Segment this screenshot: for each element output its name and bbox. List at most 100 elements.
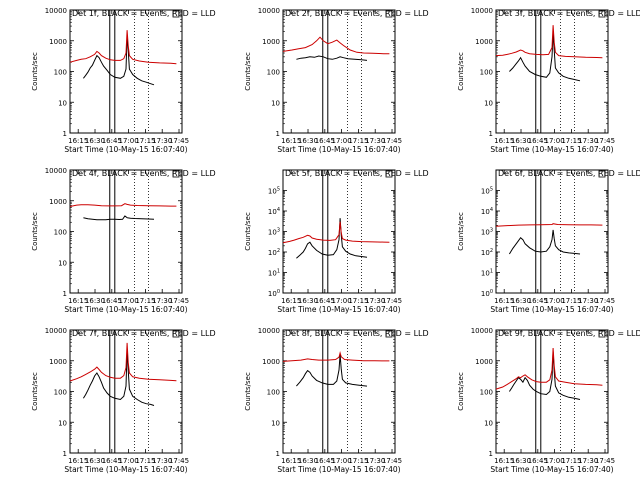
y-tick-label: 104 [481,207,493,216]
y-tick-label: 1 [489,130,493,138]
x-tick-label: 16:15 [68,137,88,145]
y-tick-label: 10 [58,419,67,427]
x-axis-title: Start Time (10-May-15 16:07:40) [64,145,187,154]
y-tick-label: 100 [268,289,280,298]
x-axis-title: Start Time (10-May-15 16:07:40) [490,145,613,154]
x-tick-label: 16:30 [298,457,318,465]
y-axis-label: Counts/sec [457,372,465,411]
chart-panel-2: Det 2f, BLACK = Events, RED = LLD 1 10 100 1… [244,7,429,154]
x-tick-label: 17:45 [382,297,402,305]
plot-frame [69,9,183,134]
y-tick-label: 1000 [262,358,280,366]
y-tick-exponent: 0 [490,289,493,295]
y-tick-label: 100 [54,69,67,77]
y-axis-label: Counts/sec [244,372,252,411]
y-tick-exponent: 5 [490,187,493,193]
x-tick-label: 16:45 [315,297,335,305]
x-tick-label: 17:30 [365,457,385,465]
x-tick-label: 16:45 [528,137,548,145]
chart-title: Det 1f, BLACK = Events, RED = LLD [72,9,216,18]
x-tick-label: 17:45 [595,137,615,145]
y-tick-label: 105 [268,187,280,196]
plot-frame [282,329,396,454]
x-axis-title: Start Time (10-May-15 16:07:40) [490,305,613,314]
chart-title: Det 6f, BLACK = Events, RED = LLD [498,169,640,178]
series-line-events [83,215,155,221]
chart-title: Det 9f, BLACK = Events, RED = LLD [498,329,640,338]
x-tick-label: 16:30 [85,137,105,145]
y-axis-label: Counts/sec [244,212,252,251]
y-tick-label: 100 [267,389,280,397]
x-tick-label: 17:15 [348,297,368,305]
y-tick-label: 10000 [471,327,493,335]
x-tick-label: 17:30 [578,457,598,465]
y-axis-label: Counts/sec [244,52,252,91]
y-tick-label: 1 [276,130,280,138]
y-tick-exponent: 3 [277,228,280,234]
x-tick-label: 17:45 [169,457,189,465]
y-tick-label: 101 [268,269,280,278]
y-axis-label: Counts/sec [31,212,39,251]
x-tick-label: 17:15 [348,137,368,145]
x-axis-title: Start Time (10-May-15 16:07:40) [490,465,613,474]
series-line-lld [282,221,390,244]
x-tick-label: 16:45 [315,137,335,145]
x-tick-label: 17:00 [332,137,352,145]
y-tick-label: 1000 [49,198,67,206]
x-tick-label: 16:45 [315,457,335,465]
y-tick-label: 100 [481,289,493,298]
y-tick-label: 100 [480,389,493,397]
x-tick-label: 17:30 [578,137,598,145]
x-tick-label: 16:45 [102,457,122,465]
x-tick-label: 16:30 [511,137,531,145]
y-tick-label: 100 [54,389,67,397]
y-axis-label: Counts/sec [31,372,39,411]
chart-panel-6: Det 6f, BLACK = Events, RED = LLD1001011… [457,169,640,314]
y-tick-label: 10000 [45,327,67,335]
plot-frame [495,169,609,294]
x-tick-label: 17:45 [595,297,615,305]
y-tick-label: 10000 [45,7,67,15]
y-tick-label: 1 [489,450,493,458]
series-line-events [508,229,581,255]
x-tick-label: 17:15 [561,457,581,465]
y-tick-label: 10 [484,419,493,427]
chart-panel-1: Det 1f, BLACK = Events, RED = LLD 1 10 100 1… [31,7,216,154]
x-tick-label: 16:15 [281,137,301,145]
series-line-lld [282,350,390,362]
y-tick-label: 10 [58,99,67,107]
x-tick-label: 17:30 [365,137,385,145]
y-tick-exponent: 5 [277,187,280,193]
series-line-lld [495,25,603,59]
y-tick-exponent: 3 [490,228,493,234]
chart-panel-9: Det 9f, BLACK = Events, RED = LLD 1 10 100 1… [457,327,640,474]
x-tick-label: 16:45 [102,137,122,145]
x-tick-label: 16:30 [298,137,318,145]
y-tick-exponent: 2 [277,248,280,254]
x-axis-title: Start Time (10-May-15 16:07:40) [277,465,400,474]
series-line-lld [69,203,177,207]
y-tick-label: 1 [276,450,280,458]
y-tick-exponent: 1 [490,269,493,275]
series-line-lld [69,342,177,382]
y-axis-label: Counts/sec [457,212,465,251]
x-tick-label: 17:30 [578,297,598,305]
x-tick-label: 16:30 [85,297,105,305]
series-line-events [296,55,368,61]
chart-panel-3: Det 3f, BLACK = Events, RED = LLD 1 10 100 1… [457,7,640,154]
y-tick-exponent: 4 [490,207,493,213]
y-tick-label: 102 [481,248,493,257]
x-tick-label: 17:00 [332,457,352,465]
x-tick-label: 16:15 [494,137,514,145]
chart-title: Det 2f, BLACK = Events, RED = LLD [285,9,429,18]
plot-frame [282,9,396,134]
x-tick-label: 16:30 [298,297,318,305]
x-tick-label: 17:00 [119,137,139,145]
x-tick-label: 17:00 [545,137,565,145]
chart-title: Det 7f, BLACK = Events, RED = LLD [72,329,216,338]
y-tick-exponent: 4 [277,207,280,213]
y-tick-label: 102 [268,248,280,257]
y-tick-label: 105 [481,187,493,196]
series-line-events [82,350,155,406]
